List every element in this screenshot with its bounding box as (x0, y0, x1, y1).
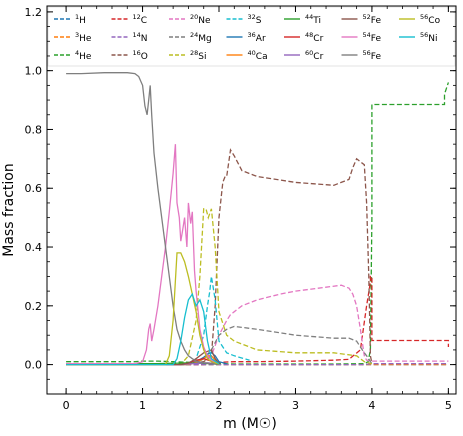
x-tick-label: 3 (292, 399, 299, 412)
series-line-14N (66, 363, 449, 366)
legend-label-1H: 1H (75, 13, 86, 26)
legend-label-56Co: 56Co (420, 13, 441, 26)
series-line-56Fe (66, 72, 220, 365)
legend: 1H 3He 4He 12C 14N 16O 20Ne 24Mg 28Si 32S 36Ar 40Ca… (47, 6, 456, 67)
legend-label-14N: 14N (133, 31, 148, 44)
y-tick-label: 0.6 (25, 182, 43, 195)
legend-label-3He: 3He (75, 31, 92, 44)
x-tick-label: 2 (216, 399, 223, 412)
legend-label-36Ar: 36Ar (248, 31, 266, 44)
legend-label-28Si: 28Si (190, 49, 207, 62)
legend-label-52Fe: 52Fe (363, 13, 382, 26)
series-line-20Ne (66, 284, 449, 366)
x-tick-label: 4 (368, 399, 375, 412)
legend-label-20Ne: 20Ne (190, 13, 211, 26)
series-line-52Fe (66, 349, 220, 366)
legend-label-32S: 32S (248, 13, 262, 26)
y-tick-label: 0.2 (25, 300, 43, 313)
legend-label-44Ti: 44Ti (305, 13, 321, 26)
y-axis-ticks: 0.0 0.2 0.4 0.6 0.8 1.0 1.2 (25, 6, 456, 380)
legend-label-16O: 16O (133, 49, 148, 62)
plot-frame (46, 5, 457, 395)
y-tick-label: 0.4 (25, 241, 43, 254)
y-tick-label: 1.2 (25, 6, 43, 19)
legend-label-24Mg: 24Mg (190, 31, 212, 44)
series-line-56Co (66, 252, 220, 366)
series-line-28Si (66, 208, 373, 366)
legend-label-56Fe: 56Fe (363, 49, 382, 62)
legend-label-54Fe: 54Fe (363, 31, 382, 44)
y-axis-label: Mass fraction (1, 163, 17, 256)
legend-label-4He: 4He (75, 49, 92, 62)
series-lines (66, 72, 450, 366)
legend-label-12C: 12C (133, 13, 148, 26)
series-line-56Ni (66, 292, 220, 366)
x-tick-label: 5 (445, 399, 452, 412)
y-tick-label: 0.8 (25, 123, 43, 136)
x-tick-label: 0 (63, 399, 70, 412)
legend-label-48Cr: 48Cr (305, 31, 324, 44)
legend-label-60Cr: 60Cr (305, 49, 324, 62)
y-tick-label: 1.0 (25, 65, 43, 78)
series-line-54Fe (66, 144, 220, 365)
x-axis-ticks: 0 1 2 3 4 5 (63, 6, 452, 412)
y-tick-label: 0.0 (25, 359, 43, 372)
legend-box (47, 6, 456, 67)
x-axis-label: m (M☉) (223, 416, 277, 432)
legend-label-40Ca: 40Ca (248, 49, 268, 62)
legend-label-56Ni: 56Ni (420, 31, 438, 44)
x-tick-label: 1 (139, 399, 146, 412)
